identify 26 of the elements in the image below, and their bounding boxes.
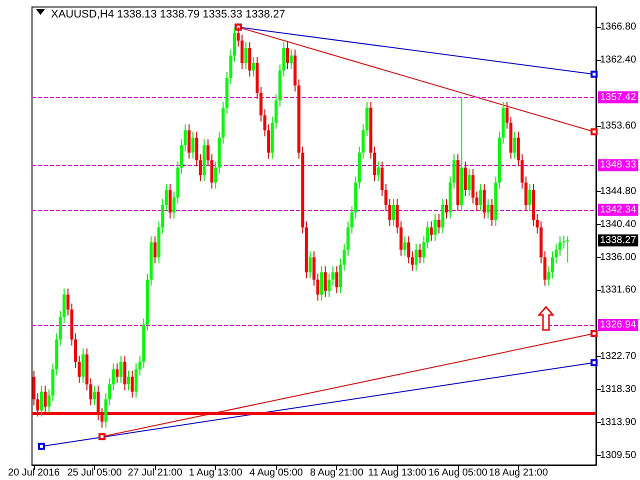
y-tick-label: 1362.40 [600,54,637,66]
y-tick-label: 1344.80 [600,186,637,198]
y-tick-label: 1331.60 [600,284,637,296]
x-tick-label: 1 Aug 13:00 [188,468,243,478]
x-tick-label: 25 Jul 05:00 [67,468,122,478]
x-tick-label: 27 Jul 21:00 [128,468,183,478]
x-tick-label: 16 Aug 05:00 [428,468,488,478]
x-tick-label: 20 Jul 2016 [8,468,60,478]
y-tick-label: 1336.00 [600,252,637,263]
x-tick-label: 18 Aug 21:00 [488,468,548,478]
ref-line-label: 1326.94 [600,319,637,330]
x-tick-label: 11 Aug 13:00 [368,468,427,478]
text: 1338.27 [600,234,637,246]
ref-line-label: 1342.34 [600,204,637,216]
ref-line-label: 1348.33 [600,160,637,171]
y-tick-label: 1366.80 [600,22,637,33]
y-tick-label: 1353.60 [600,120,637,132]
x-tick-label: 8 Aug 21:00 [310,468,364,478]
y-tick-label: 1313.90 [600,416,637,428]
ref-line-label: 1357.42 [600,92,637,103]
y-tick-label: 1322.70 [600,351,637,362]
x-tick-label: 4 Aug 05:00 [249,468,304,478]
chart-title: XAUUSD,H4 1338.13 1338.79 1335.33 1338.27 [51,8,286,20]
y-tick-label: 1318.30 [600,384,637,396]
y-tick-label: 1340.40 [600,218,637,230]
y-tick-label: 1309.50 [600,450,637,461]
